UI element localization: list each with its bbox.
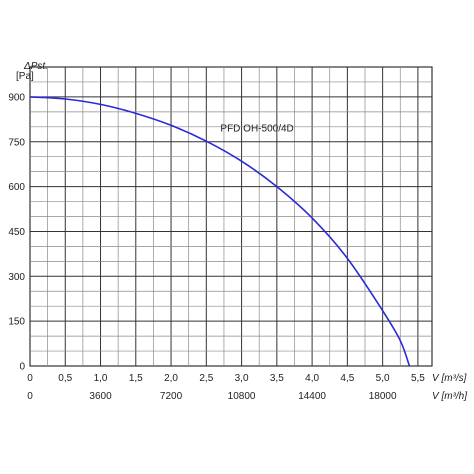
x-tick-label-primary: 0 (27, 373, 33, 384)
curve-layer (29, 96, 411, 367)
y-tick-label: 0 (19, 362, 25, 373)
x-tick-label-secondary: 18000 (369, 391, 397, 402)
x-tick-label-primary: 5,5 (411, 373, 425, 384)
x-tick-label-primary: 3,5 (270, 373, 284, 384)
chart-labels: ΔPst. [Pa] V [m³/s] V [m³/h] 0 150 300 450 6… (8, 61, 467, 402)
x-tick-label-primary: 3,0 (235, 373, 249, 384)
x-tick-label-secondary: 14400 (298, 391, 326, 402)
y-tick-label: 750 (8, 137, 25, 148)
x-tick-label-primary: 2,0 (164, 373, 178, 384)
x-tick-label-primary: 4,5 (340, 373, 354, 384)
y-axis-symbol: ΔPst. (23, 61, 48, 72)
chart-grid (29, 66, 433, 367)
x-tick-label-primary: 5,0 (376, 373, 390, 384)
x-axis-label-secondary: V [m³/h] (432, 391, 467, 402)
series-label: PFD OH-500/4D (220, 123, 293, 134)
x-tick-label-secondary: 10800 (228, 391, 256, 402)
x-tick-label-primary: 1,5 (129, 373, 143, 384)
x-tick-label-primary: 0,5 (58, 373, 72, 384)
y-tick-label: 450 (8, 227, 25, 238)
y-tick-label: 150 (8, 317, 25, 328)
x-tick-label-primary: 1,0 (94, 373, 108, 384)
pressure-curve (29, 96, 411, 367)
x-tick-label-secondary: 7200 (160, 391, 183, 402)
x-tick-label-secondary: 3600 (89, 391, 112, 402)
y-tick-label: 900 (8, 92, 25, 103)
x-axis-label-primary: V [m³/s] (432, 373, 467, 384)
y-axis-unit: [Pa] (16, 71, 34, 82)
y-tick-label: 600 (8, 182, 25, 193)
x-tick-label-primary: 4,0 (305, 373, 319, 384)
y-tick-label: 300 (8, 272, 25, 283)
x-tick-label-primary: 2,5 (199, 373, 213, 384)
x-tick-label-secondary: 0 (27, 391, 33, 402)
